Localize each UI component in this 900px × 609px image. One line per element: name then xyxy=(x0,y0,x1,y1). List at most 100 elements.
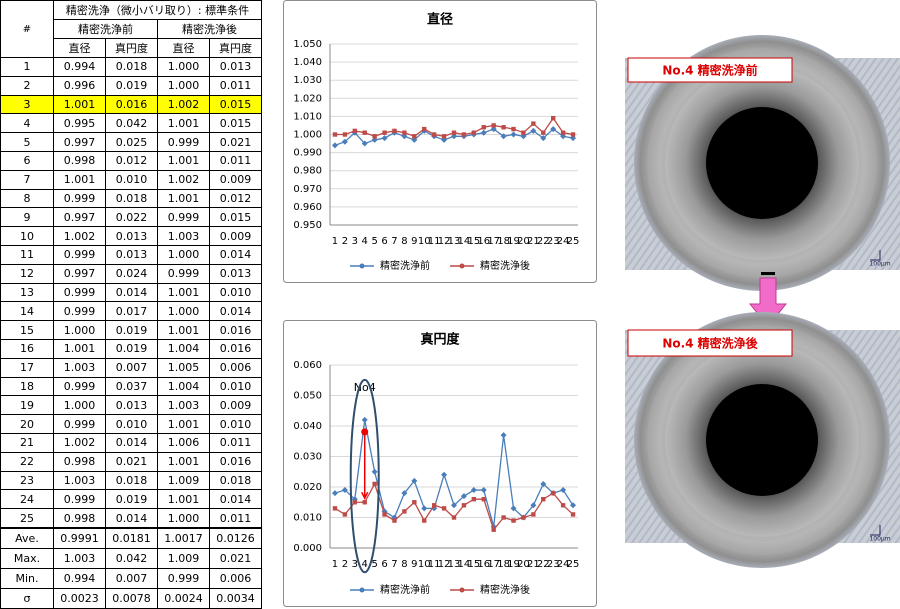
table-cell: 1.004 xyxy=(157,376,210,397)
table-cell: 0.021 xyxy=(105,451,158,472)
header-cell: 直径 xyxy=(53,38,106,58)
table-row: 19 1.000 0.013 1.003 0.009 xyxy=(0,395,262,416)
x-tick-label: 20 xyxy=(517,236,530,247)
table-row: 8 0.999 0.018 1.001 0.012 xyxy=(0,188,262,209)
table-cell: 5 xyxy=(0,132,54,152)
table-cell: 0.999 xyxy=(53,282,106,303)
table-cell: 14 xyxy=(0,301,54,322)
table-row: Ave. 0.9991 0.0181 1.0017 0.0126 xyxy=(0,526,262,549)
table-cell: 0.011 xyxy=(209,432,262,453)
table-cell: 1.001 xyxy=(157,282,210,303)
marker xyxy=(451,515,457,520)
table-cell: 2 xyxy=(0,75,54,96)
marker xyxy=(362,500,367,505)
y-tick-label: 1.010 xyxy=(293,111,322,122)
table-cell: 1.005 xyxy=(157,357,210,378)
table-cell: 6 xyxy=(0,150,54,171)
table-row: 16 1.001 0.019 1.004 0.016 xyxy=(0,338,262,359)
x-tick-label: 4 xyxy=(362,236,368,247)
header-cell: # xyxy=(0,0,54,58)
table-row: 24 0.999 0.019 1.001 0.014 xyxy=(0,489,262,510)
marker xyxy=(412,134,417,139)
x-tick-label: 7 xyxy=(391,559,397,570)
table-cell: 0.019 xyxy=(105,489,158,510)
x-tick-label: 13 xyxy=(448,559,461,570)
table-row: Min. 0.994 0.007 0.999 0.006 xyxy=(0,567,262,589)
table-cell: 1.002 xyxy=(157,94,210,115)
marker xyxy=(460,493,467,500)
table-row: 22 0.998 0.021 1.001 0.016 xyxy=(0,451,262,472)
chart-frame xyxy=(283,0,597,283)
x-tick-label: 17 xyxy=(487,559,500,570)
table-row: 15 1.000 0.019 1.001 0.016 xyxy=(0,320,262,340)
table-row: 21 1.002 0.014 1.006 0.011 xyxy=(0,432,262,453)
header-cell: 真円度 xyxy=(209,38,262,58)
x-tick-label: 12 xyxy=(438,559,451,570)
x-tick-label: 4 xyxy=(362,559,368,570)
x-tick-label: 2 xyxy=(342,236,348,247)
x-tick-label: 24 xyxy=(557,559,570,570)
x-tick-label: 8 xyxy=(401,236,407,247)
marker xyxy=(560,503,566,508)
table-cell: 0.010 xyxy=(209,414,262,434)
y-tick-label: 1.040 xyxy=(293,57,322,68)
stat-cell: 0.0126 xyxy=(209,526,262,549)
table-cell: 1.001 xyxy=(53,169,106,190)
table-cell: 0.013 xyxy=(105,226,158,246)
table-cell: 0.013 xyxy=(209,263,262,284)
stat-cell: Min. xyxy=(0,567,54,589)
legend-label: 精密洗浄前 xyxy=(380,583,430,596)
x-tick-label: 23 xyxy=(547,559,560,570)
table-cell: 1.004 xyxy=(157,338,210,359)
table-row: σ 0.0023 0.0078 0.0024 0.0034 xyxy=(0,587,262,609)
table-cell: 10 xyxy=(0,226,54,246)
x-tick-label: 9 xyxy=(411,559,417,570)
y-tick-label: 0.970 xyxy=(293,184,322,195)
x-tick-label: 20 xyxy=(517,559,530,570)
y-tick-label: 0.990 xyxy=(293,148,322,159)
marker xyxy=(381,135,388,142)
table-cell: 12 xyxy=(0,263,54,284)
marker xyxy=(501,515,506,520)
x-tick-label: 19 xyxy=(507,559,520,570)
marker xyxy=(331,490,338,497)
x-tick-label: 25 xyxy=(567,559,580,570)
table-cell: 0.025 xyxy=(105,132,158,152)
header-cell: 精密洗浄（微小バリ取り）: 標準条件 xyxy=(53,0,262,20)
marker xyxy=(511,518,516,523)
y-tick-label: 0.060 xyxy=(293,360,322,371)
table-cell: 0.999 xyxy=(157,263,210,284)
marker xyxy=(480,129,487,136)
x-tick-label: 1 xyxy=(332,559,338,570)
x-tick-label: 12 xyxy=(438,236,451,247)
x-tick-label: 10 xyxy=(418,236,431,247)
marker xyxy=(531,121,536,126)
table-cell: 0.019 xyxy=(105,338,158,359)
table-cell: 1.000 xyxy=(157,301,210,322)
marker xyxy=(441,134,447,139)
legend-marker xyxy=(359,263,365,269)
table-cell: 8 xyxy=(0,188,54,209)
marker xyxy=(401,490,408,497)
x-tick-label: 13 xyxy=(448,236,461,247)
scale-label: 100μm xyxy=(869,261,890,268)
stat-cell: 1.0017 xyxy=(157,526,210,549)
table-cell: 15 xyxy=(0,320,54,340)
table-row: # 精密洗浄（微小バリ取り）: 標準条件 xyxy=(0,0,262,58)
table-cell: 0.012 xyxy=(105,150,158,171)
x-tick-label: 21 xyxy=(527,236,540,247)
table-cell: 0.042 xyxy=(105,113,158,134)
x-tick-label: 19 xyxy=(507,236,520,247)
marker xyxy=(421,505,428,512)
table-cell: 1 xyxy=(0,57,54,77)
x-tick-label: 11 xyxy=(428,559,441,570)
marker xyxy=(341,138,348,145)
table-cell: 1.001 xyxy=(157,320,210,340)
table-cell: 1.009 xyxy=(157,470,210,491)
table-cell: 0.010 xyxy=(105,169,158,190)
stat-cell: 0.0034 xyxy=(209,587,262,609)
table-cell: 0.018 xyxy=(209,470,262,491)
x-tick-label: 7 xyxy=(391,236,397,247)
table-cell: 23 xyxy=(0,470,54,491)
table-cell: 1.001 xyxy=(157,150,210,171)
